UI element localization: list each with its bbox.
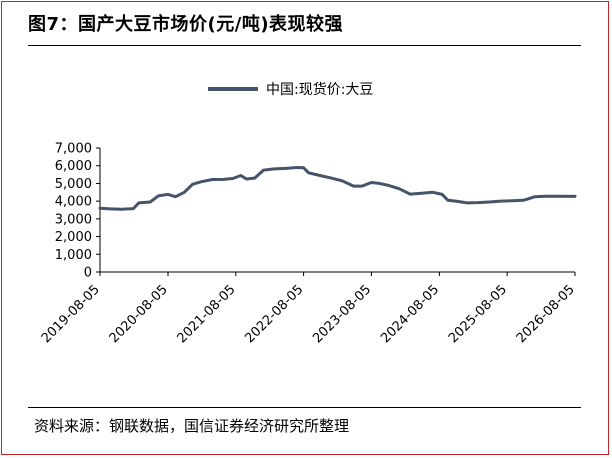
x-tick-label: 2026-08-05 <box>514 282 578 346</box>
source-note: 资料来源：钢联数据，国信证券经济研究所整理 <box>34 417 350 435</box>
legend-label: 中国:现货价:大豆 <box>266 81 373 98</box>
y-tick-label: 7,000 <box>55 142 92 157</box>
plot-area <box>98 166 577 211</box>
y-axis: 0 1,000 2,000 3,000 4,000 5,000 6,000 7,000 <box>55 142 101 281</box>
y-tick-label: 1,000 <box>55 248 92 263</box>
x-axis: 2019-08-05 2020-08-05 2021-08-05 2022-08-05… <box>39 271 578 346</box>
x-tick-label: 2023-08-05 <box>310 282 374 346</box>
figure-title: 图7：国产大豆市场价(元/吨)表现较强 <box>28 14 344 35</box>
y-tick-label: 3,000 <box>55 212 92 227</box>
title-divider <box>28 45 581 46</box>
y-tick-label: 6,000 <box>55 159 92 174</box>
x-tick-label: 2021-08-05 <box>175 282 239 346</box>
y-tick-label: 2,000 <box>55 230 92 245</box>
legend: 中国:现货价:大豆 <box>208 81 373 98</box>
source-divider <box>28 407 581 408</box>
x-tick-label: 2019-08-05 <box>39 282 103 346</box>
series-line <box>98 166 577 211</box>
x-tick-label: 2025-08-05 <box>446 282 510 346</box>
y-tick-label: 0 <box>84 266 92 281</box>
y-tick-label: 4,000 <box>55 195 92 210</box>
x-tick-label: 2022-08-05 <box>242 282 306 346</box>
x-tick-label: 2020-08-05 <box>107 282 171 346</box>
y-tick-label: 5,000 <box>55 177 92 192</box>
x-tick-label: 2024-08-05 <box>378 282 442 346</box>
